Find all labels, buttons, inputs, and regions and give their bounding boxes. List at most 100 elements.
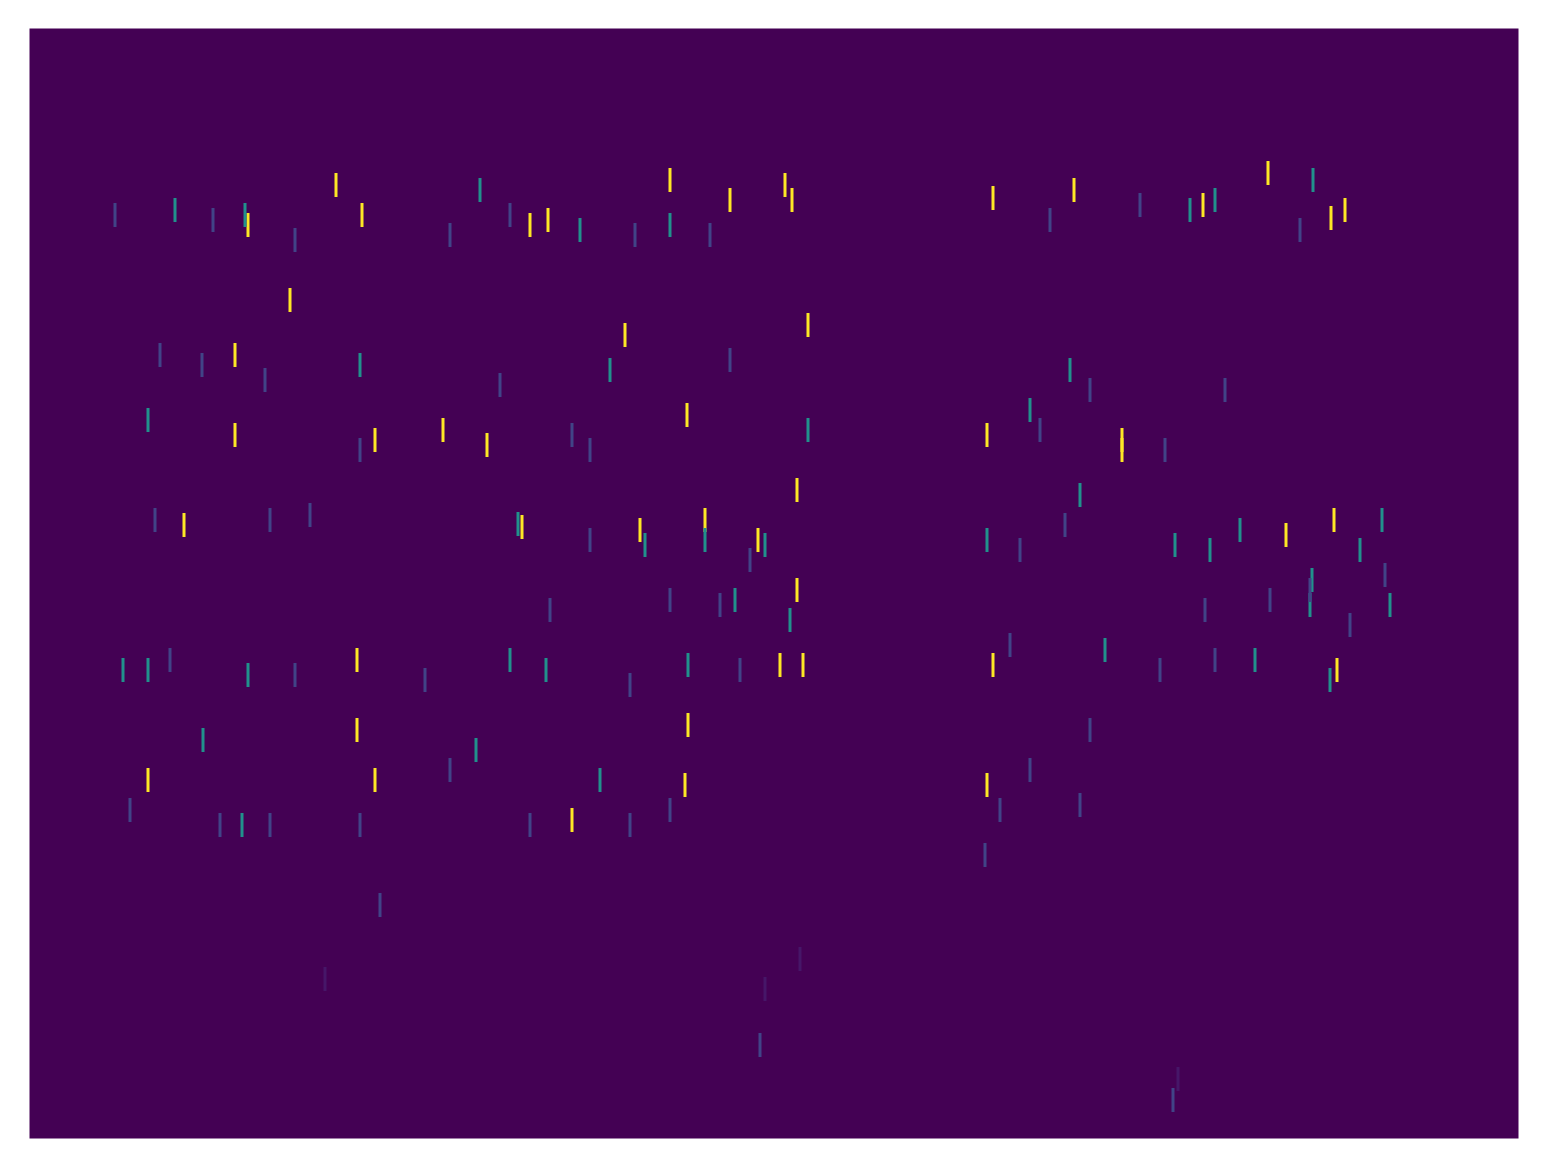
heat-cell — [234, 343, 237, 367]
heat-cell — [1159, 658, 1162, 682]
heat-cell — [174, 198, 177, 222]
heat-cell — [1029, 398, 1032, 422]
heat-cell — [686, 403, 689, 427]
heat-cell — [789, 608, 792, 632]
heat-cell — [709, 223, 712, 247]
heat-cell — [1029, 758, 1032, 782]
heat-cell — [739, 658, 742, 682]
heat-cell — [201, 353, 204, 377]
heat-cell — [1069, 358, 1072, 382]
heat-cell — [1330, 206, 1333, 230]
heat-cell — [244, 203, 247, 227]
heat-cell — [356, 718, 359, 742]
heat-cell — [807, 418, 810, 442]
heat-cell — [202, 728, 205, 752]
heat-cell — [759, 1033, 762, 1057]
heat-cell — [294, 663, 297, 687]
heat-cell — [521, 515, 524, 539]
heat-cell — [424, 668, 427, 692]
heat-cell — [1189, 198, 1192, 222]
heat-cell — [529, 813, 532, 837]
heat-cell — [1204, 598, 1207, 622]
heat-cell — [379, 893, 382, 917]
heat-cell — [986, 423, 989, 447]
heat-cell — [159, 343, 162, 367]
heat-cell — [669, 798, 672, 822]
heat-cell — [799, 947, 802, 971]
heat-cell — [791, 188, 794, 212]
heat-cell — [669, 213, 672, 237]
heat-cell — [1064, 513, 1067, 537]
heat-cell — [999, 798, 1002, 822]
heat-cell — [1312, 168, 1315, 192]
heat-cell — [264, 368, 267, 392]
heat-cell — [169, 648, 172, 672]
heat-cell — [309, 503, 312, 527]
heat-cell — [986, 773, 989, 797]
heat-cell — [1239, 518, 1242, 542]
heat-cell — [687, 653, 690, 677]
heat-cell — [1333, 508, 1336, 532]
heat-cell — [992, 186, 995, 210]
heat-cell — [147, 408, 150, 432]
heat-cell — [1079, 483, 1082, 507]
heat-cell — [1209, 538, 1212, 562]
heat-cell — [764, 533, 767, 557]
heat-cell — [529, 213, 532, 237]
heat-cell — [1177, 1067, 1180, 1091]
heat-cell — [442, 418, 445, 442]
heat-cell — [599, 768, 602, 792]
heat-cell — [992, 653, 995, 677]
heat-cell — [1381, 508, 1384, 532]
chart — [0, 0, 1548, 1168]
plot-background — [30, 29, 1518, 1138]
heat-cell — [1329, 668, 1332, 692]
heat-cell — [629, 673, 632, 697]
heat-cell — [719, 593, 722, 617]
heat-cell — [1039, 418, 1042, 442]
heat-cell — [1049, 208, 1052, 232]
heat-cell — [509, 203, 512, 227]
heat-cell — [1104, 638, 1107, 662]
heat-cell — [147, 768, 150, 792]
heat-cell — [1214, 188, 1217, 212]
heat-cell — [802, 653, 805, 677]
heat-cell — [1349, 613, 1352, 637]
heat-cell — [729, 348, 732, 372]
heat-cell — [359, 353, 362, 377]
heat-cell — [499, 373, 502, 397]
heat-cell — [1384, 563, 1387, 587]
heat-cell — [475, 738, 478, 762]
heat-cell — [356, 648, 359, 672]
heat-cell — [269, 813, 272, 837]
heat-cell — [269, 508, 272, 532]
heat-cell — [486, 433, 489, 457]
heat-cell — [687, 713, 690, 737]
heat-cell — [1174, 533, 1177, 557]
heat-cell — [1344, 198, 1347, 222]
heat-cell — [359, 438, 362, 462]
heat-cell — [669, 588, 672, 612]
heat-cell — [579, 218, 582, 242]
heat-cell — [374, 428, 377, 452]
heat-cell — [374, 768, 377, 792]
heat-cell — [644, 533, 647, 557]
heat-cell — [449, 758, 452, 782]
heat-cell — [796, 578, 799, 602]
heat-cell — [289, 288, 292, 312]
heat-cell — [624, 323, 627, 347]
heat-cell — [1254, 648, 1257, 672]
heat-cell — [734, 588, 737, 612]
heat-cell — [1009, 633, 1012, 657]
heat-cell — [1089, 718, 1092, 742]
heat-cell — [335, 173, 338, 197]
heat-cell — [479, 178, 482, 202]
heat-cell — [1224, 378, 1227, 402]
heat-cell — [247, 213, 250, 237]
heat-cell — [634, 223, 637, 247]
heat-cell — [1202, 193, 1205, 217]
heat-cell — [1073, 178, 1076, 202]
plot-frame — [30, 29, 1518, 1138]
heat-cell — [984, 843, 987, 867]
heat-cell — [129, 798, 132, 822]
